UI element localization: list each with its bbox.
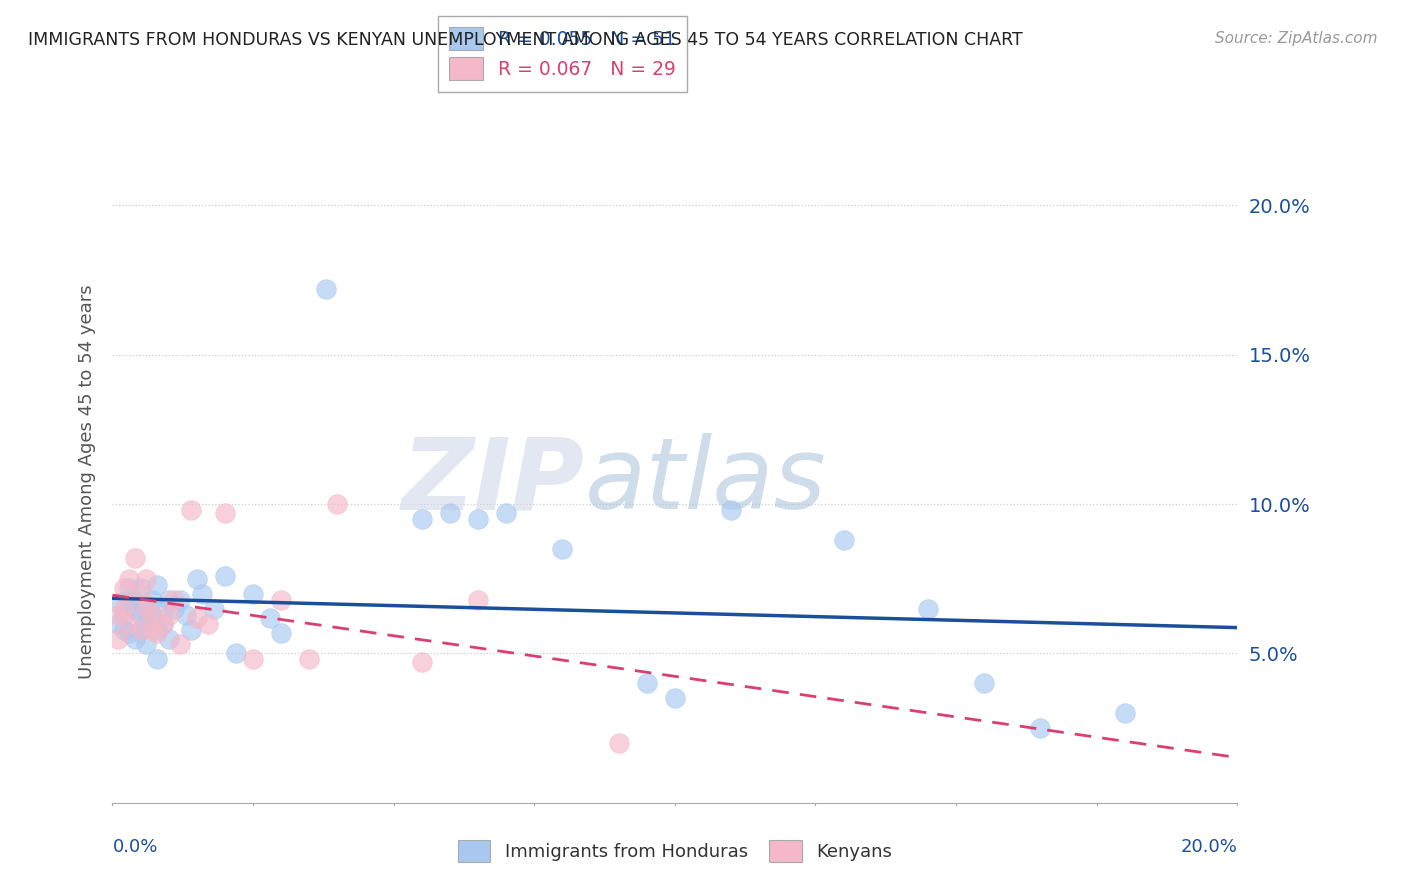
Point (180, 623, 202, 637)
Point (129, 607, 152, 622)
Point (146, 625, 169, 640)
Point (298, 652, 321, 666)
Point (163, 592, 186, 607)
Point (270, 625, 292, 640)
Point (112, 581, 135, 595)
Text: 0.0%: 0.0% (112, 838, 157, 856)
Point (186, 572, 208, 586)
Point (202, 601, 225, 615)
Point (124, 601, 146, 615)
Point (169, 592, 191, 607)
Point (225, 647, 247, 661)
Point (152, 616, 174, 631)
Point (180, 503, 202, 517)
Point (135, 572, 157, 586)
Point (973, 676, 995, 690)
Point (720, 503, 742, 517)
Point (118, 625, 141, 640)
Point (129, 581, 152, 595)
Point (411, 656, 433, 670)
Point (146, 578, 169, 592)
Point (118, 572, 141, 586)
Point (664, 691, 686, 706)
Point (124, 592, 146, 607)
Point (259, 610, 281, 624)
Point (1114, 706, 1136, 721)
Point (214, 506, 236, 520)
Point (124, 550, 146, 565)
Point (157, 607, 180, 622)
Point (174, 607, 197, 622)
Point (141, 607, 163, 622)
Point (186, 610, 208, 624)
Point (636, 676, 658, 690)
Point (169, 638, 191, 652)
Point (191, 587, 214, 601)
Point (242, 587, 264, 601)
Point (141, 623, 163, 637)
Point (551, 541, 574, 556)
Point (118, 616, 141, 631)
Text: atlas: atlas (585, 434, 827, 530)
Legend: Immigrants from Honduras, Kenyans: Immigrants from Honduras, Kenyans (449, 830, 901, 871)
Point (135, 601, 157, 615)
Point (124, 632, 146, 646)
Point (141, 592, 163, 607)
Point (152, 601, 174, 615)
Point (157, 632, 180, 646)
Point (1029, 721, 1052, 735)
Point (107, 596, 129, 610)
Point (107, 632, 129, 646)
Point (112, 607, 135, 622)
Text: IMMIGRANTS FROM HONDURAS VS KENYAN UNEMPLOYMENT AMONG AGES 45 TO 54 YEARS CORREL: IMMIGRANTS FROM HONDURAS VS KENYAN UNEMP… (28, 31, 1024, 49)
Point (129, 623, 152, 637)
Point (107, 607, 129, 622)
Point (270, 592, 292, 607)
Point (152, 616, 174, 631)
Point (411, 512, 433, 526)
Point (112, 623, 135, 637)
Point (197, 616, 219, 631)
Point (118, 592, 141, 607)
Point (129, 587, 152, 601)
Point (242, 652, 264, 666)
Point (917, 601, 939, 615)
Point (141, 607, 163, 622)
Point (163, 601, 186, 615)
Point (135, 616, 157, 631)
Point (135, 601, 157, 615)
Point (146, 623, 169, 637)
Point (439, 506, 461, 520)
Point (832, 533, 855, 547)
Point (129, 623, 152, 637)
Point (214, 568, 236, 582)
Point (495, 506, 517, 520)
Point (315, 282, 337, 296)
Point (107, 616, 129, 631)
Point (118, 581, 141, 595)
Point (607, 736, 630, 750)
Text: Source: ZipAtlas.com: Source: ZipAtlas.com (1215, 31, 1378, 46)
Point (326, 497, 349, 511)
Point (135, 638, 157, 652)
Point (112, 601, 135, 615)
Point (146, 652, 169, 666)
Point (467, 512, 489, 526)
Text: ZIP: ZIP (402, 434, 585, 530)
Point (157, 592, 180, 607)
Y-axis label: Unemployment Among Ages 45 to 54 years: Unemployment Among Ages 45 to 54 years (77, 285, 96, 679)
Text: 20.0%: 20.0% (1181, 838, 1237, 856)
Point (467, 592, 489, 607)
